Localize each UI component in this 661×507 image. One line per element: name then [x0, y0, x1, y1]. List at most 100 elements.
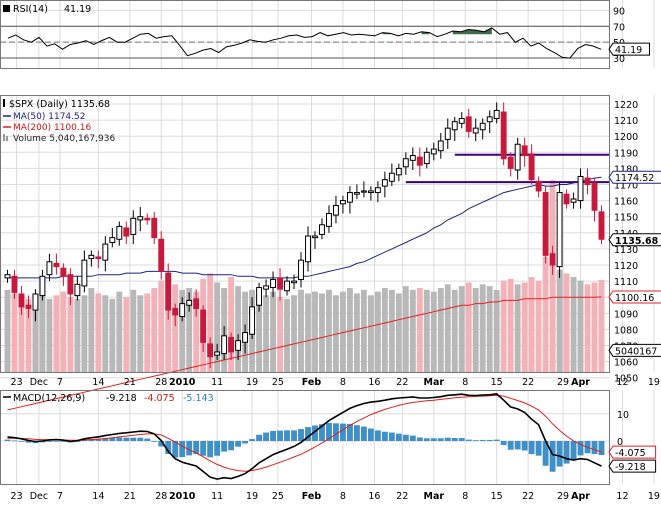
candle-body — [32, 293, 39, 311]
volume-bar — [598, 279, 605, 372]
macd-signal-marker: -4.075 — [608, 445, 657, 459]
candle-body — [256, 287, 263, 306]
macd-histogram-bar — [500, 441, 507, 446]
candle-body — [521, 145, 528, 157]
x-tick-label: Dec — [30, 377, 48, 388]
candle-body — [465, 116, 472, 132]
macd-histogram-bar — [570, 441, 577, 461]
x-tick-label: 16 — [368, 377, 380, 388]
volume-bar — [18, 295, 25, 372]
macd-histogram-bar — [95, 438, 102, 441]
candle-body — [374, 187, 381, 194]
macd-histogram-bar — [151, 441, 158, 442]
price-tick-label: 1200 — [614, 132, 638, 143]
price-tick-label: 1210 — [614, 116, 638, 127]
x-tick-label: 16 — [368, 491, 380, 502]
candle-body — [249, 306, 256, 335]
price-tick-label: 1120 — [614, 261, 638, 272]
price-tick-label: 1190 — [614, 148, 638, 159]
candle-body — [81, 259, 88, 287]
volume-bar — [486, 286, 493, 372]
rsi-line — [7, 27, 602, 59]
macd-histogram-bar — [395, 433, 402, 441]
y-axes: 9070503012201210120011901180117011601150… — [608, 6, 661, 473]
volume-bar — [402, 286, 409, 372]
macd-value: -9.218 — [106, 393, 137, 404]
last-price-marker: 1135.68 — [608, 233, 661, 247]
candle-body — [402, 158, 409, 168]
x-tick-label: 21 — [124, 377, 136, 388]
candle-body — [165, 272, 172, 311]
macd-histogram-bar — [542, 441, 549, 466]
macd-value-marker-box — [608, 459, 657, 473]
macd-histogram-bar — [298, 429, 304, 441]
candle-body — [18, 293, 25, 308]
volume-bar — [228, 276, 235, 372]
macd-histogram-bar — [409, 435, 416, 441]
macd-histogram-bar — [256, 434, 263, 441]
volume-bar — [500, 280, 507, 372]
rsi-label: RSI(14) — [13, 4, 48, 15]
macd-histogram-bar — [563, 441, 570, 464]
macd-histogram-bar — [437, 438, 444, 441]
price-tick-label: 1050 — [614, 374, 638, 385]
x-tick-label: 25 — [272, 491, 284, 502]
macd-legend: MACD(12,26,9) -9.218 -4.075 -5.143 — [3, 393, 214, 404]
volume-bar — [409, 289, 416, 372]
macd-histogram-bar — [479, 439, 486, 441]
x-tick-label: Mar — [424, 491, 445, 502]
macd-histogram-bar — [507, 441, 514, 450]
volume-bar — [81, 295, 88, 372]
x-tick-label: 14 — [92, 491, 104, 502]
x-tick-label: 29 — [557, 491, 569, 502]
volume-bar — [60, 291, 67, 372]
macd-histogram-bar — [200, 441, 207, 456]
candle-body — [200, 309, 207, 343]
volume-bar — [214, 282, 221, 372]
candle-body — [556, 192, 563, 268]
macd-histogram-bar — [144, 438, 151, 441]
price-tick-label: 1220 — [614, 100, 638, 111]
volume-bar — [416, 287, 423, 372]
macd-histogram-bar — [11, 440, 18, 442]
candle-body — [284, 280, 290, 292]
candle-body — [53, 262, 60, 268]
candle-body — [444, 127, 451, 140]
price-tick-label: 1130 — [614, 245, 638, 256]
candle-body — [353, 192, 360, 195]
macd-value-marker-text: -9.218 — [615, 462, 646, 473]
rsi-panel — [0, 25, 609, 59]
candle-body — [591, 182, 598, 211]
candle-body — [60, 267, 67, 277]
volume-bar — [263, 295, 269, 372]
volume-bar — [256, 293, 263, 372]
x-tick-label: 12 — [616, 491, 628, 502]
candle-body — [67, 274, 74, 295]
candle-body — [486, 116, 493, 123]
volume-bar — [333, 295, 339, 372]
volume-bar — [381, 287, 388, 372]
macd-histogram-bar — [598, 441, 605, 455]
candle-body — [179, 303, 186, 318]
macd-histogram-bar — [207, 441, 214, 458]
macd-histogram-bar — [333, 423, 339, 441]
candle-body — [451, 121, 458, 131]
candle-body — [46, 261, 53, 276]
macd-histogram-bar — [458, 438, 465, 441]
macd-histogram-bar — [116, 437, 123, 441]
macd-histogram-bar — [242, 441, 249, 444]
volume-bar — [270, 291, 276, 372]
volume-bar — [4, 289, 11, 372]
x-tick-label: 19 — [648, 491, 660, 502]
macd-histogram-bar — [4, 439, 11, 441]
macd-histogram-bar — [123, 437, 130, 441]
candle-body — [305, 235, 311, 263]
candle-body — [500, 111, 507, 160]
x-tick-label: 22 — [396, 491, 408, 502]
macd-signal-value: -4.075 — [144, 393, 175, 404]
ma50-value-marker-box — [608, 170, 661, 184]
candle-body — [270, 278, 276, 289]
x-tick-label: Mar — [424, 377, 445, 388]
x-tick-label: 19 — [246, 377, 258, 388]
